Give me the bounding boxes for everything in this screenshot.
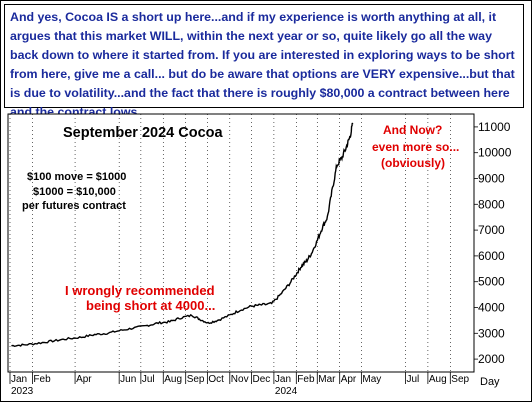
y-tick-label: 6000 bbox=[478, 249, 505, 263]
y-tick-label: 4000 bbox=[478, 301, 505, 315]
y-tick-label: 11000 bbox=[478, 120, 511, 134]
x-axis: Jan Feb Apr Jun Jul Aug Sep Oct Nov Dec Jan Feb Mar A… bbox=[9, 372, 470, 385]
short-annotation-line-2: being short at 4000... bbox=[86, 298, 215, 313]
now-annotation-line-1: And Now? bbox=[383, 123, 442, 137]
x-tick-label: Mar bbox=[318, 374, 336, 385]
commentary-box: And yes, Cocoa IS a short up here...and … bbox=[4, 4, 524, 119]
y-axis: 2000 3000 4000 5000 6000 7000 8000 9000 10000 110… bbox=[474, 120, 512, 366]
y-tick-label: 3000 bbox=[478, 326, 505, 340]
x-year-label: 2024 bbox=[275, 386, 298, 397]
x-tick-label: Apr bbox=[341, 374, 357, 385]
x-tick-label: Sep bbox=[451, 374, 469, 385]
x-tick-label: Feb bbox=[297, 374, 315, 385]
x-tick-label: Apr bbox=[76, 374, 92, 385]
x-tick-label: Oct bbox=[208, 374, 224, 385]
y-tick-label: 7000 bbox=[478, 223, 505, 237]
x-tick-label: Dec bbox=[252, 374, 270, 385]
commentary-text: And yes, Cocoa IS a short up here...and … bbox=[10, 10, 515, 119]
price-series-line bbox=[11, 122, 354, 348]
y-tick-label: 8000 bbox=[478, 197, 505, 211]
now-annotation-line-2: even more so... bbox=[372, 140, 459, 154]
x-tick-label: Sep bbox=[187, 374, 205, 385]
x-tick-label: Jan bbox=[11, 374, 27, 385]
x-tick-label: Aug bbox=[429, 374, 447, 385]
x-tick-label: Jun bbox=[120, 374, 136, 385]
x-axis-years: 2023 2024 bbox=[11, 386, 298, 397]
plot-area bbox=[7, 113, 475, 373]
contract-note-line-2: $1000 = $10,000 bbox=[33, 186, 116, 198]
now-annotation-line-3: (obviously) bbox=[381, 156, 445, 170]
chart-title: September 2024 Cocoa bbox=[63, 125, 224, 141]
contract-note-line-3: per futures contract bbox=[22, 200, 126, 212]
x-tick-label: Jul bbox=[406, 374, 419, 385]
cocoa-price-chart: September 2024 Cocoa $100 move = $1000 $… bbox=[7, 113, 512, 397]
x-axis-unit: Day bbox=[480, 376, 500, 388]
x-tick-label: Nov bbox=[231, 374, 249, 385]
x-tick-label: Jan bbox=[275, 374, 291, 385]
grid-lines bbox=[9, 114, 451, 372]
x-tick-label: May bbox=[362, 374, 381, 385]
x-tick-label: Jul bbox=[142, 374, 155, 385]
contract-note-line-1: $100 move = $1000 bbox=[27, 171, 126, 183]
x-tick-label: Feb bbox=[33, 374, 51, 385]
y-tick-label: 9000 bbox=[478, 172, 505, 186]
x-year-label: 2023 bbox=[11, 386, 34, 397]
y-tick-label: 10000 bbox=[478, 146, 512, 160]
short-annotation-line-1: I wrongly recommended bbox=[65, 283, 215, 298]
x-tick-label: Aug bbox=[164, 374, 182, 385]
y-tick-label: 5000 bbox=[478, 275, 505, 289]
y-tick-label: 2000 bbox=[478, 352, 505, 366]
